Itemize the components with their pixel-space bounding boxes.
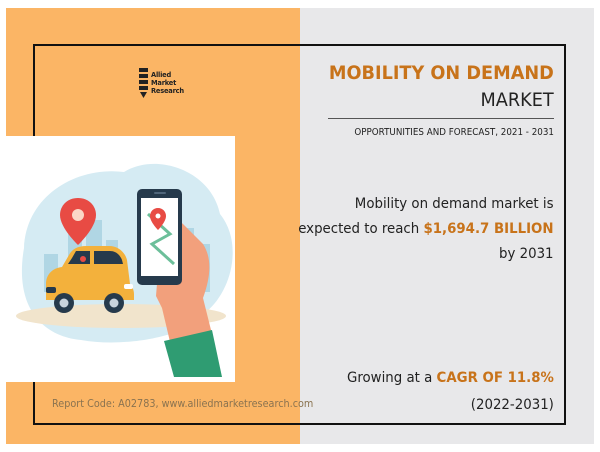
growth-lead: Growing at a <box>347 370 437 386</box>
market-size-line-2: expected to reach $1,694.7 BILLION <box>299 217 554 242</box>
logo-line-2: Market <box>151 78 177 87</box>
logo-line-1: Allied <box>151 70 172 79</box>
page-subtitle: MARKET <box>480 89 554 111</box>
market-size-statement: Mobility on demand market is expected to… <box>299 192 554 267</box>
forecast-label: OPPORTUNITIES AND FORECAST, 2021 - 2031 <box>354 127 554 138</box>
cagr-value: CAGR OF 11.8% <box>436 370 554 386</box>
car-icon <box>46 246 134 313</box>
growth-line-1: Growing at a CAGR OF 11.8% <box>347 365 554 392</box>
logo-line-3: Research <box>151 86 184 95</box>
logo: Allied Market Research <box>139 67 184 99</box>
title-divider <box>328 118 554 119</box>
page-title: MOBILITY ON DEMAND <box>329 62 554 84</box>
market-size-value: $1,694.7 BILLION <box>423 221 554 237</box>
logo-text: Allied Market Research <box>151 71 184 95</box>
market-size-line-3: by 2031 <box>499 246 554 262</box>
illustration-card <box>6 136 235 382</box>
market-size-line-1: Mobility on demand market is <box>355 196 554 212</box>
growth-statement: Growing at a CAGR OF 11.8% (2022-2031) <box>347 365 554 419</box>
smartphone-icon <box>137 189 182 285</box>
market-size-lead: expected to reach <box>298 221 424 237</box>
report-code: Report Code: A02783, www.alliedmarketres… <box>52 398 314 410</box>
location-pin-icon <box>60 198 96 245</box>
logo-icon <box>139 68 148 98</box>
right-panel <box>300 8 594 444</box>
growth-period: (2022-2031) <box>470 397 554 413</box>
mobility-illustration <box>16 163 233 377</box>
